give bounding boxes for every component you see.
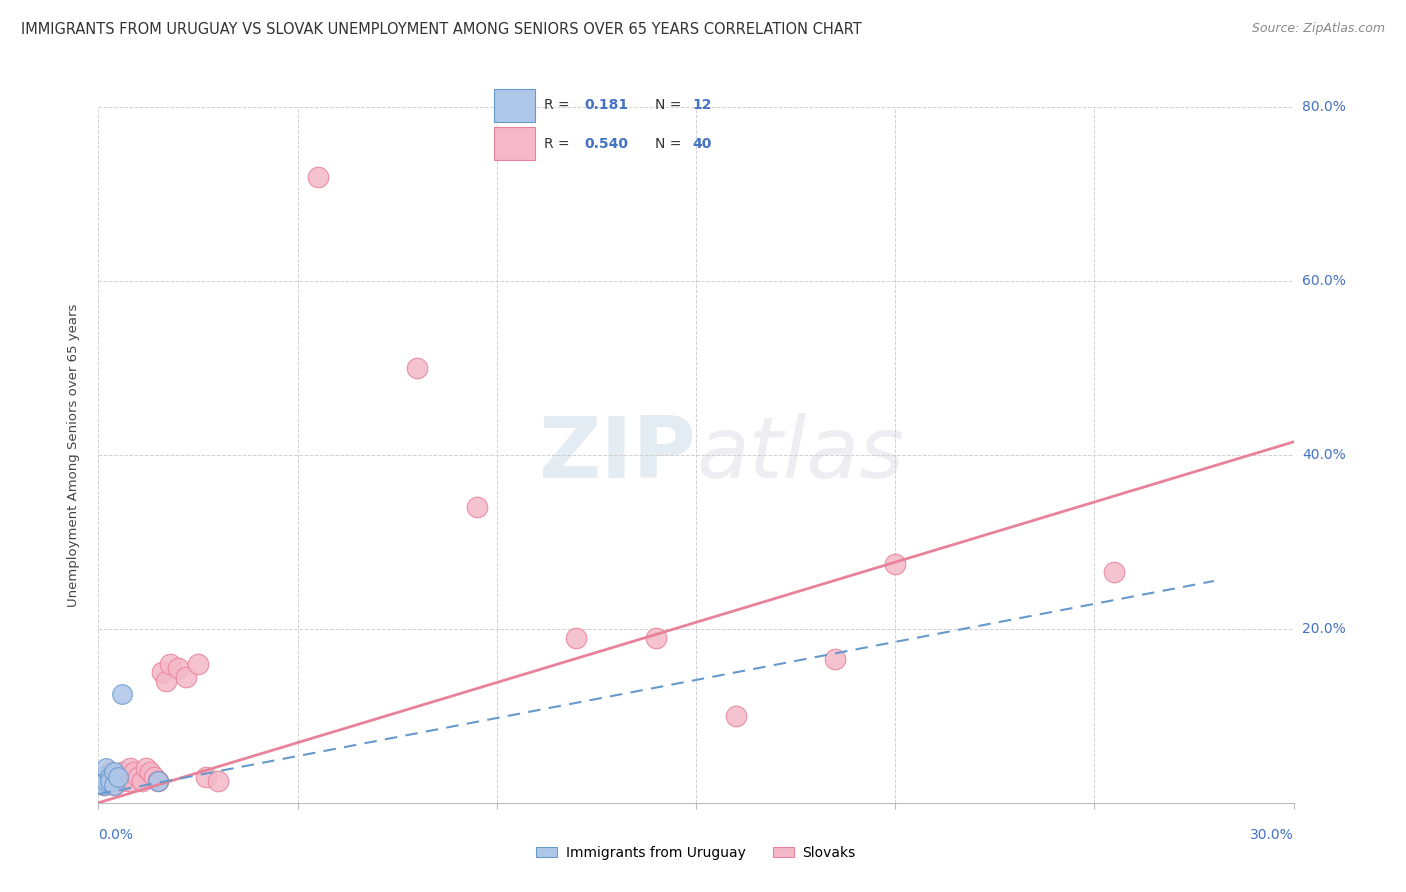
Point: [465, 500, 488, 514]
Point: [103, 770, 125, 784]
Point: [148, 774, 170, 789]
Point: [107, 774, 129, 789]
Text: Source: ZipAtlas.com: Source: ZipAtlas.com: [1251, 22, 1385, 36]
Text: 0.181: 0.181: [583, 98, 628, 112]
Point: [93, 778, 115, 792]
Point: [111, 765, 134, 780]
Text: 0.0%: 0.0%: [98, 828, 134, 842]
Point: [884, 557, 907, 571]
Point: [98, 774, 122, 789]
Point: [98, 774, 122, 789]
Text: 80.0%: 80.0%: [1302, 100, 1346, 114]
Text: atlas: atlas: [696, 413, 904, 497]
Text: N =: N =: [655, 98, 682, 112]
Text: R =: R =: [544, 136, 569, 151]
Point: [1102, 566, 1125, 580]
Point: [167, 661, 190, 675]
Point: [724, 708, 747, 723]
Point: [89, 774, 111, 789]
Point: [91, 770, 114, 784]
Text: N =: N =: [655, 136, 682, 151]
FancyBboxPatch shape: [495, 127, 534, 161]
Point: [194, 770, 218, 784]
Point: [96, 774, 118, 789]
Text: R =: R =: [544, 98, 569, 112]
Point: [120, 761, 142, 775]
Point: [98, 765, 122, 780]
Point: [111, 687, 134, 701]
Point: [406, 360, 429, 375]
Point: [97, 770, 120, 784]
Point: [96, 761, 118, 775]
Point: [127, 770, 149, 784]
Point: [150, 665, 173, 680]
Point: [93, 778, 115, 792]
Point: [115, 770, 138, 784]
Point: [107, 770, 129, 784]
Point: [135, 761, 157, 775]
Point: [98, 770, 122, 784]
Text: 0.540: 0.540: [583, 136, 628, 151]
Text: 20.0%: 20.0%: [1302, 622, 1346, 636]
Legend: Immigrants from Uruguay, Slovaks: Immigrants from Uruguay, Slovaks: [531, 840, 860, 865]
Point: [148, 774, 170, 789]
Point: [139, 765, 162, 780]
Point: [207, 774, 229, 789]
Text: 40: 40: [692, 136, 711, 151]
Point: [111, 774, 134, 789]
Point: [107, 770, 129, 784]
Point: [824, 652, 846, 666]
Text: ZIP: ZIP: [538, 413, 696, 497]
Text: 30.0%: 30.0%: [1250, 828, 1294, 842]
Text: 60.0%: 60.0%: [1302, 274, 1346, 288]
Point: [159, 657, 181, 671]
Point: [124, 765, 146, 780]
Point: [120, 774, 142, 789]
Y-axis label: Unemployment Among Seniors over 65 years: Unemployment Among Seniors over 65 years: [67, 303, 80, 607]
Text: IMMIGRANTS FROM URUGUAY VS SLOVAK UNEMPLOYMENT AMONG SENIORS OVER 65 YEARS CORRE: IMMIGRANTS FROM URUGUAY VS SLOVAK UNEMPL…: [21, 22, 862, 37]
Point: [103, 765, 125, 780]
Point: [174, 670, 197, 684]
Point: [143, 770, 166, 784]
Point: [103, 778, 125, 792]
Point: [96, 774, 118, 789]
Point: [91, 770, 114, 784]
Point: [645, 631, 668, 645]
Text: 12: 12: [692, 98, 711, 112]
Point: [307, 169, 329, 184]
Point: [131, 774, 153, 789]
Point: [187, 657, 209, 671]
Point: [89, 774, 111, 789]
Text: 40.0%: 40.0%: [1302, 448, 1346, 462]
FancyBboxPatch shape: [495, 88, 534, 122]
Point: [565, 631, 588, 645]
Point: [103, 778, 125, 792]
Point: [155, 674, 177, 689]
